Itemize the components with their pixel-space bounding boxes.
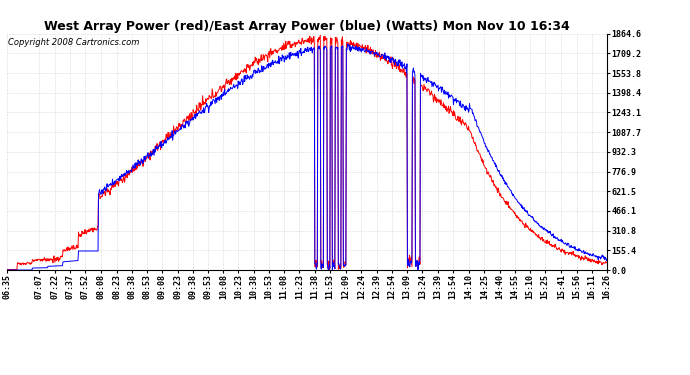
- Text: Copyright 2008 Cartronics.com: Copyright 2008 Cartronics.com: [8, 39, 139, 48]
- Title: West Array Power (red)/East Array Power (blue) (Watts) Mon Nov 10 16:34: West Array Power (red)/East Array Power …: [44, 20, 570, 33]
